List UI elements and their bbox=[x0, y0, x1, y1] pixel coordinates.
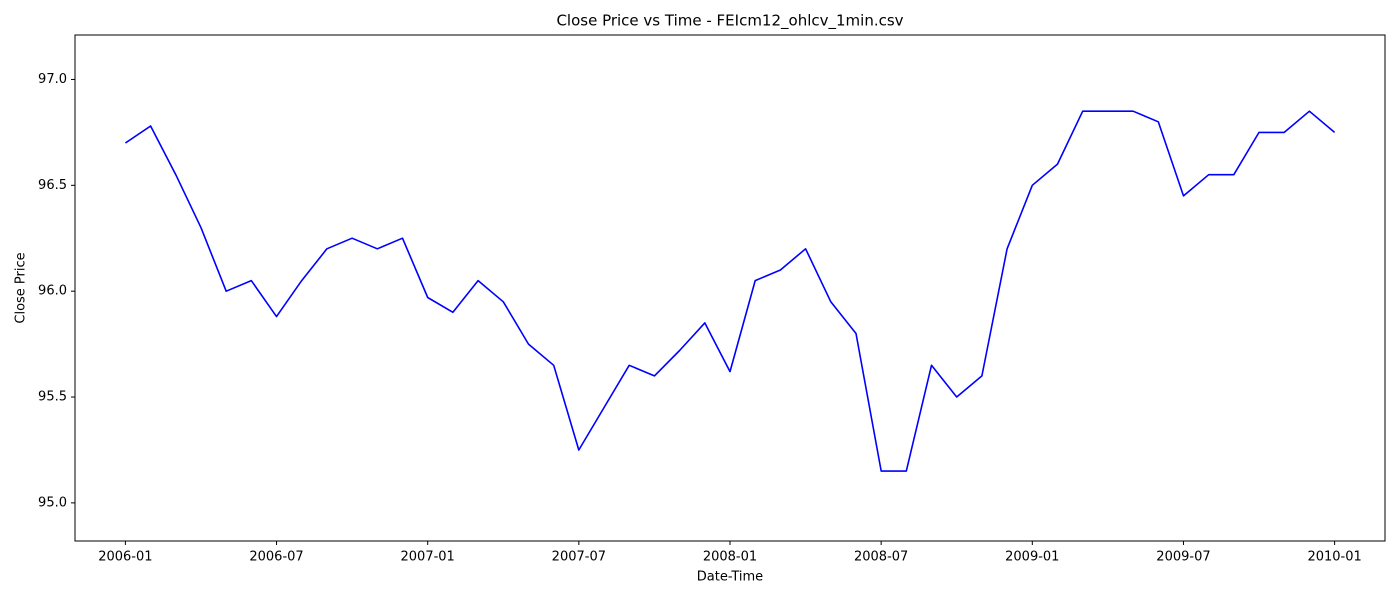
x-tick-label: 2007-07 bbox=[552, 550, 606, 565]
x-tick-label: 2008-01 bbox=[703, 550, 757, 565]
x-tick-label: 2006-01 bbox=[98, 550, 152, 565]
x-tick-label: 2010-01 bbox=[1307, 550, 1361, 565]
y-tick-label: 95.5 bbox=[38, 390, 67, 405]
chart-title: Close Price vs Time - FEIcm12_ohlcv_1min… bbox=[556, 12, 903, 31]
y-tick-label: 96.5 bbox=[38, 178, 67, 193]
x-tick-label: 2009-07 bbox=[1156, 550, 1210, 565]
x-axis-label: Date-Time bbox=[697, 570, 763, 585]
y-tick-label: 96.0 bbox=[38, 284, 67, 299]
x-tick-label: 2007-01 bbox=[401, 550, 455, 565]
y-tick-label: 97.0 bbox=[38, 72, 67, 87]
plot-frame bbox=[74, 34, 1386, 542]
y-axis-label: Close Price bbox=[14, 252, 29, 323]
x-tick-label: 2008-07 bbox=[854, 550, 908, 565]
y-tick-label: 95.0 bbox=[38, 495, 67, 510]
x-tick-label: 2006-07 bbox=[249, 550, 303, 565]
x-tick-label: 2009-01 bbox=[1005, 550, 1059, 565]
price-line bbox=[124, 110, 1336, 472]
